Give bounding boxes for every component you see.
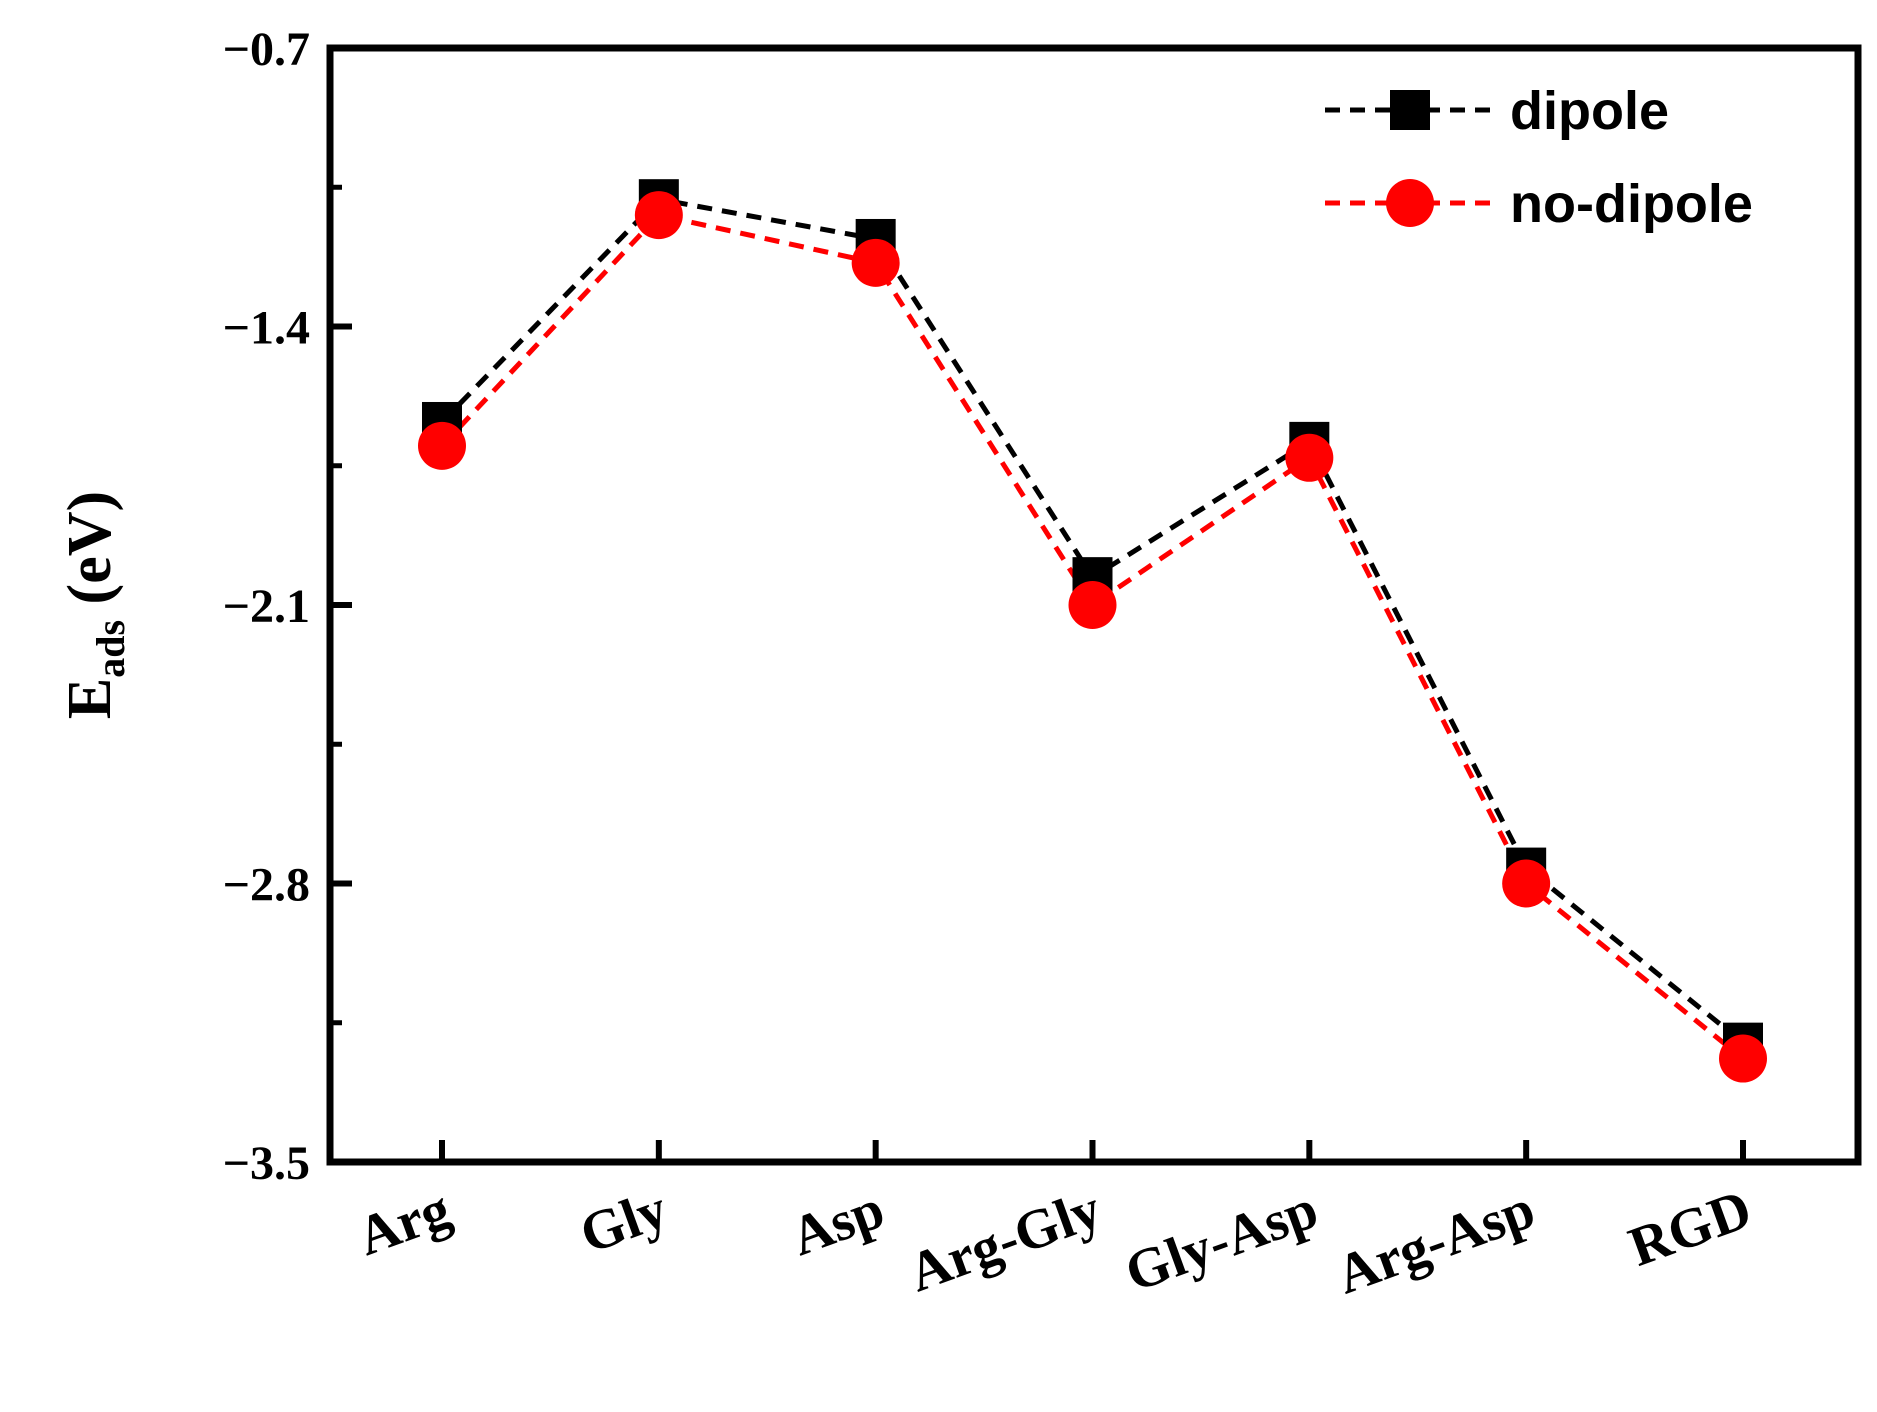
legend: dipole no-dipole [1325,81,1753,234]
data-point-no-dipole [1719,1034,1767,1083]
legend-label-no-dipole: no-dipole [1510,174,1753,234]
data-point-no-dipole [634,191,683,240]
x-tick-label: Asp [783,1178,892,1268]
data-point-no-dipole [1502,859,1551,908]
legend-label-dipole: dipole [1510,81,1669,141]
y-tick-label: −2.1 [223,580,310,633]
legend-marker-dipole [1390,90,1430,130]
data-point-no-dipole [1285,433,1334,482]
x-tick-label: Arg [350,1178,459,1268]
y-axis-title: Eads (eV) [56,491,133,719]
x-tick-label: Gly [572,1178,675,1266]
data-point-no-dipole [851,238,900,287]
y-tick-label: −2.8 [223,859,310,912]
x-tick-label: Gly-Asp [1117,1178,1325,1304]
y-axis-label: Eads (eV) [56,491,133,719]
y-tick-label: −3.5 [223,1137,310,1190]
x-tick-label: Arg-Gly [901,1178,1109,1304]
data-point-no-dipole [1068,581,1117,629]
y-tick-label: −1.4 [223,302,310,355]
y-tick-label: −0.7 [223,23,310,76]
x-tick-label: Arg-Asp [1328,1178,1542,1306]
x-tick-label: RGD [1621,1178,1759,1279]
series-line-no-dipole [440,212,1745,1061]
legend-marker-no-dipole [1386,179,1434,227]
data-point-no-dipole [418,421,466,470]
